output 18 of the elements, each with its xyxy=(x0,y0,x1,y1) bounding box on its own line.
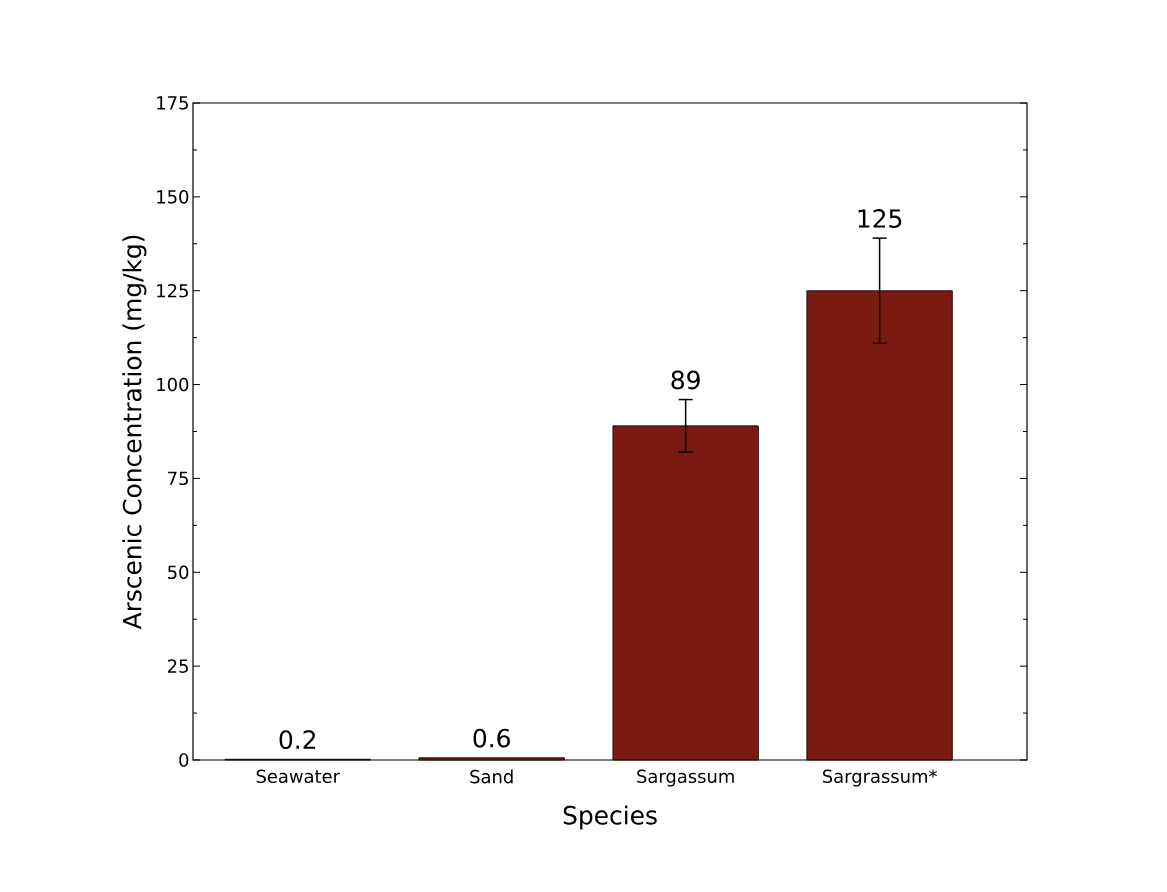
data-label: 0.2 xyxy=(279,730,316,750)
x-tick-label: Sargassum xyxy=(637,769,734,787)
data-label: 0.6 xyxy=(473,728,510,748)
y-tick-label: 100 xyxy=(157,377,189,392)
y-tick-label: 75 xyxy=(168,471,188,486)
y-tick-label: 175 xyxy=(157,96,188,110)
y-tick-label: 50 xyxy=(168,565,189,580)
x-tick-label: Sand xyxy=(470,769,513,784)
y-tick-label: 25 xyxy=(167,659,188,673)
y-tick-label: 125 xyxy=(157,283,188,298)
y-axis-title: Arscenic Concentration (mg/kg) xyxy=(122,235,147,630)
y-tick-label: 0 xyxy=(179,753,189,767)
y-tick-label: 150 xyxy=(157,190,189,204)
x-tick-label: Sargrassum* xyxy=(822,769,937,787)
x-tick-label: Seawater xyxy=(256,769,340,784)
data-label: 125 xyxy=(858,209,902,228)
x-axis-title: Species xyxy=(563,805,657,830)
data-label: 89 xyxy=(671,370,700,390)
